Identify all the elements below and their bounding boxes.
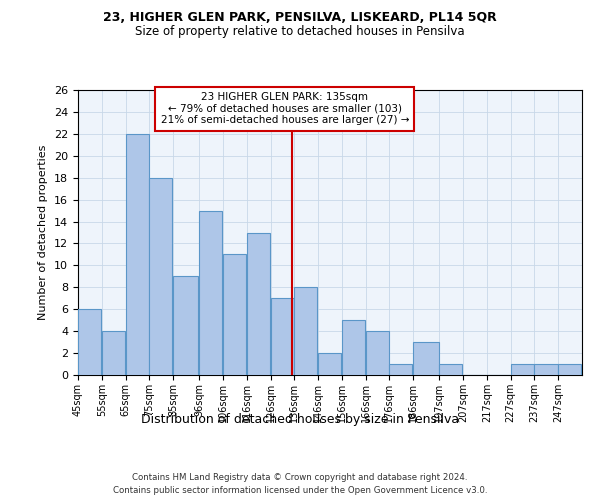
- Bar: [271, 298, 293, 375]
- Bar: [102, 331, 125, 375]
- Bar: [295, 288, 317, 375]
- Bar: [413, 342, 439, 375]
- Bar: [511, 364, 534, 375]
- Bar: [149, 178, 172, 375]
- Bar: [247, 232, 270, 375]
- Text: 23, HIGHER GLEN PARK, PENSILVA, LISKEARD, PL14 5QR: 23, HIGHER GLEN PARK, PENSILVA, LISKEARD…: [103, 11, 497, 24]
- Bar: [535, 364, 557, 375]
- Bar: [558, 364, 581, 375]
- Bar: [389, 364, 412, 375]
- Bar: [125, 134, 149, 375]
- Bar: [439, 364, 463, 375]
- Text: Contains HM Land Registry data © Crown copyright and database right 2024.: Contains HM Land Registry data © Crown c…: [132, 472, 468, 482]
- Y-axis label: Number of detached properties: Number of detached properties: [38, 145, 49, 320]
- Text: Contains public sector information licensed under the Open Government Licence v3: Contains public sector information licen…: [113, 486, 487, 495]
- Bar: [199, 210, 223, 375]
- Bar: [365, 331, 389, 375]
- Text: 23 HIGHER GLEN PARK: 135sqm
← 79% of detached houses are smaller (103)
21% of se: 23 HIGHER GLEN PARK: 135sqm ← 79% of det…: [161, 92, 409, 126]
- Text: Size of property relative to detached houses in Pensilva: Size of property relative to detached ho…: [135, 25, 465, 38]
- Bar: [223, 254, 246, 375]
- Text: Distribution of detached houses by size in Pensilva: Distribution of detached houses by size …: [141, 412, 459, 426]
- Bar: [173, 276, 199, 375]
- Bar: [318, 353, 341, 375]
- Bar: [78, 309, 101, 375]
- Bar: [342, 320, 365, 375]
